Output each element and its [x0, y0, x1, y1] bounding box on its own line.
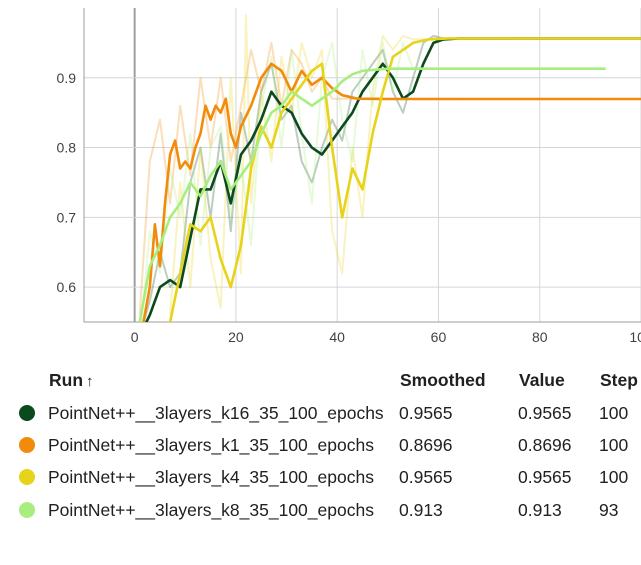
legend-row[interactable]: PointNet++__3layers_k8_35_100_epochs 0.9… [0, 494, 641, 526]
x-tick-label: 0 [131, 329, 139, 345]
series-smoothed-line [144, 37, 641, 322]
legend-header-row: Run ↑ Smoothed Value Step [0, 364, 641, 396]
smoothed-value: 0.8696 [399, 435, 453, 455]
x-tick-label: 40 [329, 329, 345, 345]
legend-row[interactable]: PointNet++__3layers_k1_35_100_epochs 0.8… [0, 429, 641, 461]
y-tick-label: 0.6 [57, 279, 77, 295]
step-value: 100 [599, 467, 629, 487]
raw-value: 0.913 [518, 500, 562, 520]
run-header-label: Run [49, 370, 84, 390]
step-value: 100 [599, 403, 629, 423]
sort-ascending-icon[interactable]: ↑ [86, 373, 94, 390]
series-raw-line [142, 34, 641, 322]
raw-value: 0.8696 [518, 435, 572, 455]
value-column-header[interactable]: Value [519, 370, 565, 390]
run-color-swatch [19, 469, 35, 485]
y-tick-label: 0.9 [57, 70, 77, 86]
x-tick-label: 100 [629, 329, 641, 345]
chart-tick-labels: 0 20 40 60 80 100 0.6 0.7 0.8 0.9 [57, 70, 641, 345]
step-value: 93 [599, 500, 619, 520]
run-name: PointNet++__3layers_k16_35_100_epochs [48, 403, 384, 423]
run-name: PointNet++__3layers_k4_35_100_epochs [48, 467, 374, 487]
run-name: PointNet++__3layers_k1_35_100_epochs [48, 435, 374, 455]
smoothed-value: 0.913 [399, 500, 443, 520]
series-raw-line [138, 41, 641, 316]
chart-lines [138, 14, 641, 322]
legend-row[interactable]: PointNet++__3layers_k16_35_100_epochs 0.… [0, 397, 641, 429]
chart-axes [83, 8, 641, 323]
step-value: 100 [599, 435, 629, 455]
y-tick-label: 0.8 [57, 140, 77, 156]
raw-value: 0.9565 [518, 467, 572, 487]
smoothed-value: 0.9565 [399, 467, 453, 487]
series-smoothed-line [168, 37, 641, 322]
series-smoothed-line [142, 62, 641, 322]
series-raw-line [140, 41, 606, 322]
step-column-header[interactable]: Step [600, 370, 638, 390]
line-chart: 0 20 40 60 80 100 0.6 0.7 0.8 0.9 [57, 8, 641, 345]
x-tick-label: 20 [228, 329, 244, 345]
run-column-header[interactable]: Run ↑ [49, 364, 94, 398]
run-color-swatch [19, 405, 35, 421]
x-tick-label: 60 [431, 329, 447, 345]
series-smoothed-line [138, 67, 606, 322]
smoothed-value: 0.9565 [399, 403, 453, 423]
run-name: PointNet++__3layers_k8_35_100_epochs [48, 500, 374, 520]
run-color-swatch [19, 502, 35, 518]
legend-row[interactable]: PointNet++__3layers_k4_35_100_epochs 0.9… [0, 461, 641, 493]
smoothed-column-header[interactable]: Smoothed [400, 370, 486, 390]
y-tick-label: 0.7 [57, 209, 77, 225]
run-color-swatch [19, 437, 35, 453]
x-tick-label: 80 [532, 329, 548, 345]
raw-value: 0.9565 [518, 403, 572, 423]
